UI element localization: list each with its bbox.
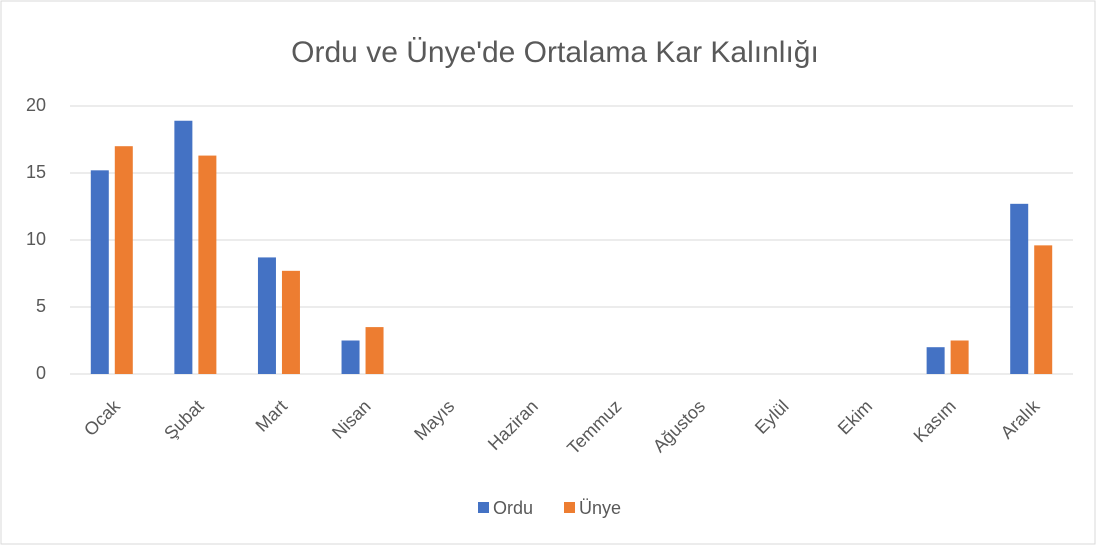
bar bbox=[90, 170, 109, 374]
y-tick-label: 20 bbox=[26, 95, 46, 115]
bar bbox=[281, 270, 300, 374]
bar bbox=[1034, 245, 1053, 374]
bar bbox=[341, 340, 360, 374]
legend-swatch bbox=[478, 502, 489, 513]
bar bbox=[198, 155, 217, 374]
bar bbox=[950, 340, 969, 374]
chart-title: Ordu ve Ünye'de Ortalama Kar Kalınlığı bbox=[291, 36, 819, 69]
legend-swatch bbox=[564, 502, 575, 513]
bar bbox=[257, 257, 276, 374]
y-tick-label: 5 bbox=[36, 296, 46, 316]
legend-label: Ünye bbox=[579, 498, 621, 518]
legend-label: Ordu bbox=[493, 498, 533, 518]
y-tick-label: 10 bbox=[26, 229, 46, 249]
bar bbox=[114, 146, 133, 374]
bar bbox=[926, 347, 945, 374]
y-tick-label: 15 bbox=[26, 162, 46, 182]
y-tick-label: 0 bbox=[36, 363, 46, 383]
bar bbox=[1010, 203, 1029, 374]
bar bbox=[365, 327, 384, 374]
bar bbox=[174, 120, 193, 375]
